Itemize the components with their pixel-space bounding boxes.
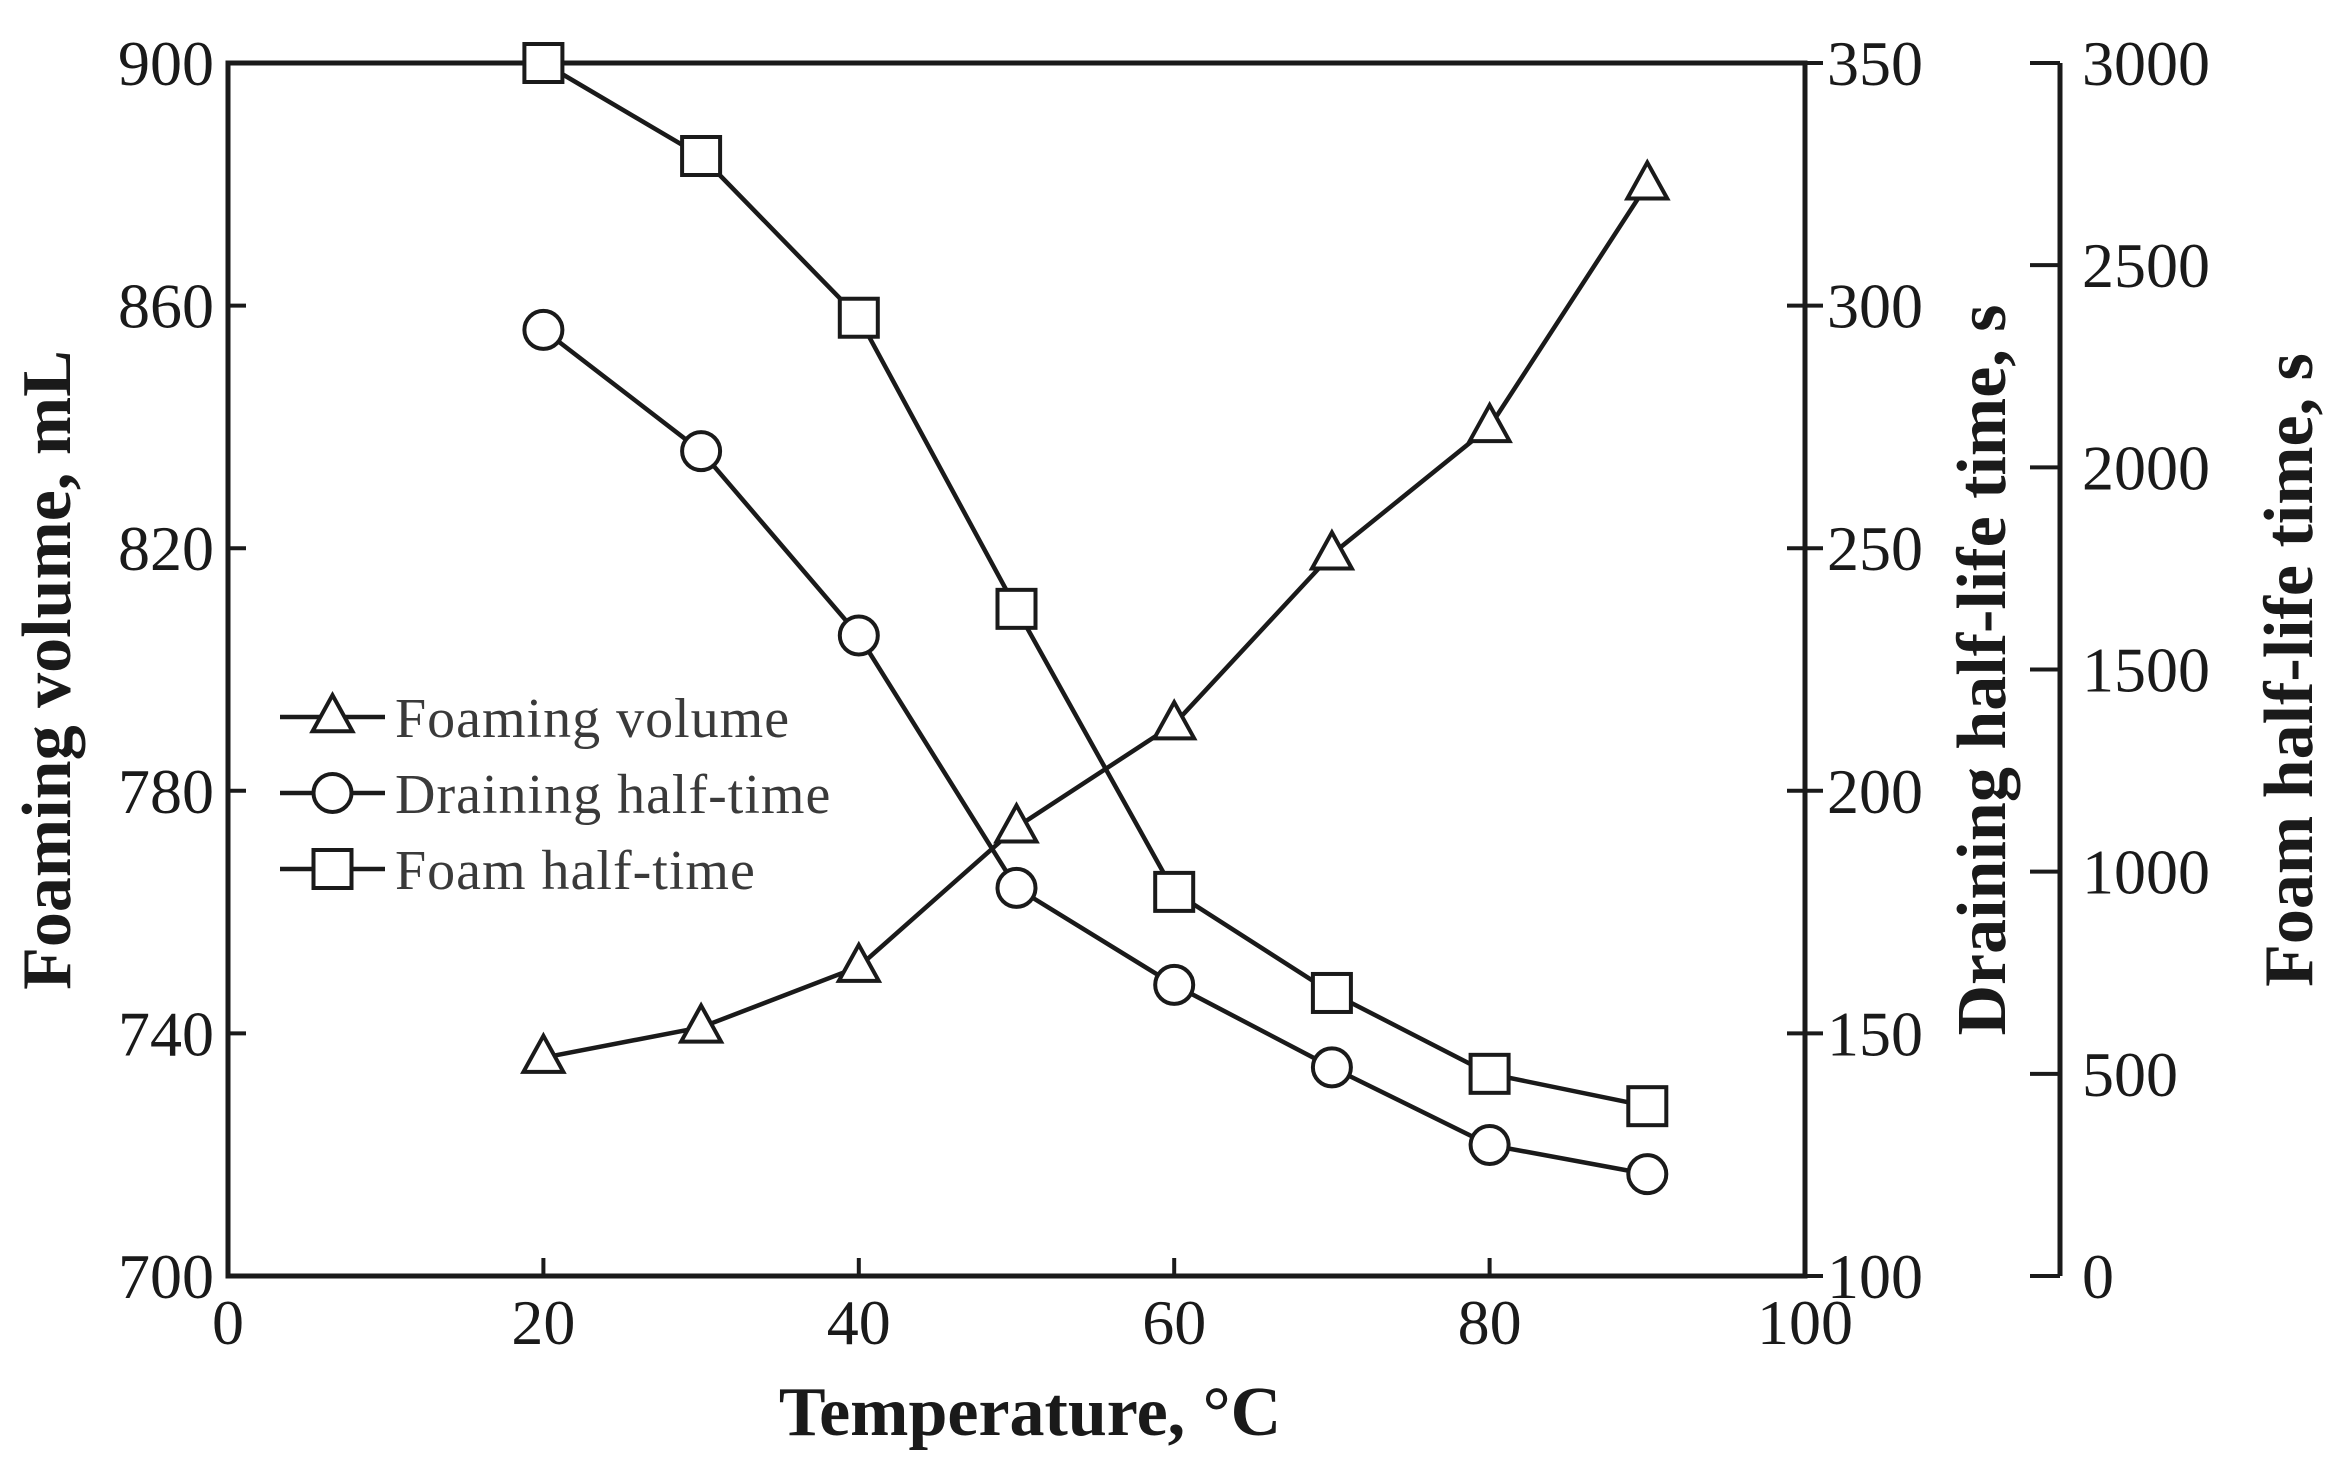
right2-tick-label: 0 bbox=[2082, 1241, 2114, 1312]
legend-foaming-volume-marker bbox=[309, 691, 356, 734]
foam-half-time-point bbox=[1153, 870, 1196, 913]
draining-half-time-point bbox=[1468, 1123, 1511, 1166]
foaming-volume-point bbox=[1308, 528, 1356, 571]
right1-axis-title: Draining half-life time, s bbox=[1944, 304, 2021, 1035]
left-tick-label: 820 bbox=[118, 513, 214, 584]
legend-draining-half-time-marker bbox=[311, 772, 354, 814]
legend-draining-half-time-label: Draining half-time bbox=[395, 764, 831, 826]
draining-half-time-point bbox=[837, 614, 880, 657]
x-tick-label: 20 bbox=[511, 1287, 575, 1358]
draining-half-time-line bbox=[542, 328, 1648, 1177]
right2-tick-label: 1000 bbox=[2082, 837, 2210, 908]
draining-half-time-point bbox=[680, 430, 723, 473]
x-tick-label: 100 bbox=[1757, 1287, 1853, 1358]
left-tick-label: 740 bbox=[118, 998, 214, 1069]
left-tick-label: 860 bbox=[118, 271, 214, 342]
legend: Foaming volume Draining half-time Foam hal… bbox=[280, 688, 831, 902]
right1-tick-label: 150 bbox=[1827, 998, 1923, 1069]
right2-tick-label: 3000 bbox=[2082, 28, 2210, 99]
draining-half-time-point bbox=[1310, 1046, 1353, 1089]
x-axis-title: Temperature, °C bbox=[779, 1374, 1281, 1451]
left-axis-title: Foaming volume, mL bbox=[9, 350, 86, 990]
series-lines bbox=[542, 61, 1650, 1177]
foam-half-time-point bbox=[1626, 1085, 1669, 1128]
plot-box bbox=[225, 60, 1808, 1279]
axis-titles: Temperature, °C Foaming volume, mL Drain… bbox=[9, 304, 2328, 1451]
x-tick-label: 0 bbox=[212, 1287, 244, 1358]
left-tick-label: 900 bbox=[118, 28, 214, 99]
draining-half-time-point bbox=[995, 866, 1038, 909]
legend-foam-half-time-marker bbox=[311, 848, 354, 890]
foaming-volume-point bbox=[1150, 698, 1198, 741]
foam-half-time-point bbox=[837, 296, 880, 339]
foaming-volume-point bbox=[835, 940, 883, 983]
draining-half-time-point bbox=[1626, 1153, 1669, 1196]
right2-tick-label: 2000 bbox=[2082, 432, 2210, 503]
foaming-volume-point bbox=[520, 1031, 567, 1074]
foam-half-time-point bbox=[995, 587, 1038, 630]
right2-axis-title: Foam half-life time, s bbox=[2251, 353, 2328, 987]
foam-half-time-point bbox=[680, 134, 723, 177]
left-tick-label: 700 bbox=[118, 1241, 214, 1312]
x-tick-label: 40 bbox=[827, 1287, 891, 1358]
right1-tick-label: 350 bbox=[1827, 28, 1923, 99]
x-tick-label: 80 bbox=[1458, 1287, 1522, 1358]
right1-tick-label: 300 bbox=[1827, 271, 1923, 342]
legend-foaming-volume-label: Foaming volume bbox=[395, 688, 790, 750]
right1-tick-label: 100 bbox=[1827, 1241, 1923, 1312]
foaming-volume-point bbox=[1466, 400, 1513, 444]
right2-tick-label: 1500 bbox=[2082, 635, 2210, 706]
foam-half-time-line bbox=[542, 61, 1648, 1109]
right2-tick-label: 500 bbox=[2082, 1039, 2178, 1110]
right2-tick-label: 2500 bbox=[2082, 230, 2210, 301]
foam-half-time-point bbox=[522, 42, 565, 84]
right1-tick-label: 250 bbox=[1827, 513, 1923, 584]
foaming-volume-point bbox=[993, 801, 1040, 844]
foaming-volume-point bbox=[1623, 158, 1671, 201]
left-tick-label: 780 bbox=[118, 756, 214, 827]
foaming-volume-line bbox=[542, 183, 1650, 1060]
foam-half-time-point bbox=[1468, 1052, 1511, 1095]
foam-half-time-point bbox=[1310, 971, 1353, 1014]
axis-ticks: 0 20 40 60 80 100 700 740 780 820 860 900 100 150 200 2… bbox=[118, 28, 2210, 1358]
plot-frame bbox=[225, 60, 2063, 1279]
x-tick-label: 60 bbox=[1142, 1287, 1206, 1358]
right1-tick-label: 200 bbox=[1827, 756, 1923, 827]
legend-foam-half-time-label: Foam half-time bbox=[395, 840, 756, 902]
foaming-volume-point bbox=[677, 1001, 725, 1044]
draining-half-time-point bbox=[1153, 963, 1196, 1006]
series-markers bbox=[520, 42, 1671, 1196]
draining-half-time-point bbox=[522, 308, 565, 351]
